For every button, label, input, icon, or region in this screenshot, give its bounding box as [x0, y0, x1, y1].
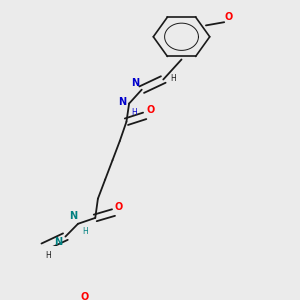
Text: N: N	[118, 97, 126, 107]
Text: O: O	[115, 202, 123, 212]
Text: H: H	[131, 108, 137, 117]
Text: H: H	[171, 74, 176, 83]
Text: N: N	[55, 237, 63, 247]
Text: H: H	[45, 251, 51, 260]
Text: N: N	[69, 211, 77, 221]
Text: N: N	[131, 78, 139, 88]
Text: O: O	[80, 292, 89, 300]
Text: H: H	[82, 227, 88, 236]
Text: O: O	[146, 105, 154, 115]
Text: O: O	[225, 12, 233, 22]
